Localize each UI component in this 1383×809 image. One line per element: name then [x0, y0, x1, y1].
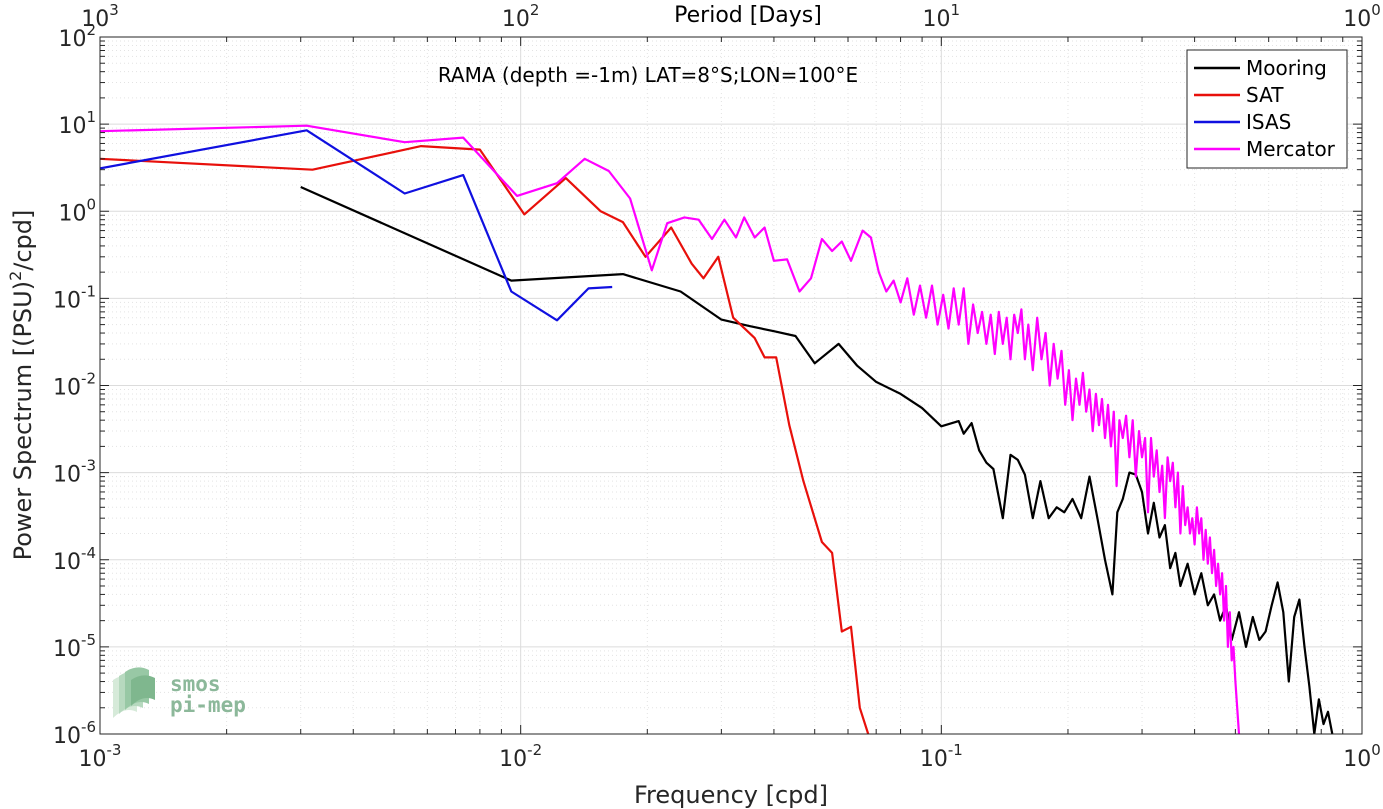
top-tick-label: 103 — [81, 1, 119, 32]
top-tick-label: 102 — [502, 1, 540, 32]
x-tick-label: 100 — [1343, 741, 1381, 772]
y-tick-label: 10-4 — [53, 544, 96, 575]
logo-text-smos: smos — [170, 672, 221, 696]
y-tick-label: 100 — [58, 195, 96, 226]
top-axis-title: Period [Days] — [674, 3, 822, 28]
y-tick-label: 10-2 — [53, 370, 96, 401]
logo-mark-icon — [113, 667, 155, 718]
y-tick-label: 10-3 — [53, 457, 96, 488]
x-tick-label: 10-3 — [79, 741, 122, 772]
series-line-sat — [100, 145, 870, 734]
x-tick-label: 10-1 — [920, 741, 963, 772]
legend: Mooring SAT ISAS Mercator — [1186, 49, 1348, 169]
y-axis-title: Power Spectrum [(PSU)2/cpd] — [6, 210, 37, 561]
chart-annotation: RAMA (depth =-1m) LAT=8°S;LON=100°E — [438, 63, 858, 87]
logo-text-pi-mep: pi-mep — [170, 693, 246, 717]
legend-label-mooring: Mooring — [1246, 56, 1327, 80]
y-tick-label: 102 — [58, 21, 96, 52]
smos-pi-mep-logo: smos pi-mep — [113, 667, 246, 718]
series-line-mooring — [300, 185, 1334, 734]
axis-ticks — [99, 36, 1363, 735]
y-tick-label: 10-1 — [53, 282, 96, 313]
series-layer — [100, 124, 1334, 734]
legend-label-isas: ISAS — [1246, 110, 1291, 134]
top-tick-label: 101 — [923, 1, 961, 32]
series-line-mercator — [100, 124, 1241, 734]
tick-labels: 10-3 10-2 10-1 100 10-6 10-5 10-4 10-3 10-2 10-1 1… — [53, 1, 1381, 772]
x-axis-title: Frequency [cpd] — [634, 781, 828, 809]
top-tick-label: 100 — [1343, 1, 1381, 32]
y-tick-label: 10-6 — [53, 718, 96, 749]
y-tick-label: 10-5 — [53, 631, 96, 662]
y-tick-label: 101 — [58, 108, 96, 139]
series-line-isas — [100, 129, 613, 322]
legend-label-sat: SAT — [1246, 83, 1284, 107]
legend-label-mercator: Mercator — [1246, 137, 1336, 161]
x-tick-label: 10-2 — [499, 741, 542, 772]
